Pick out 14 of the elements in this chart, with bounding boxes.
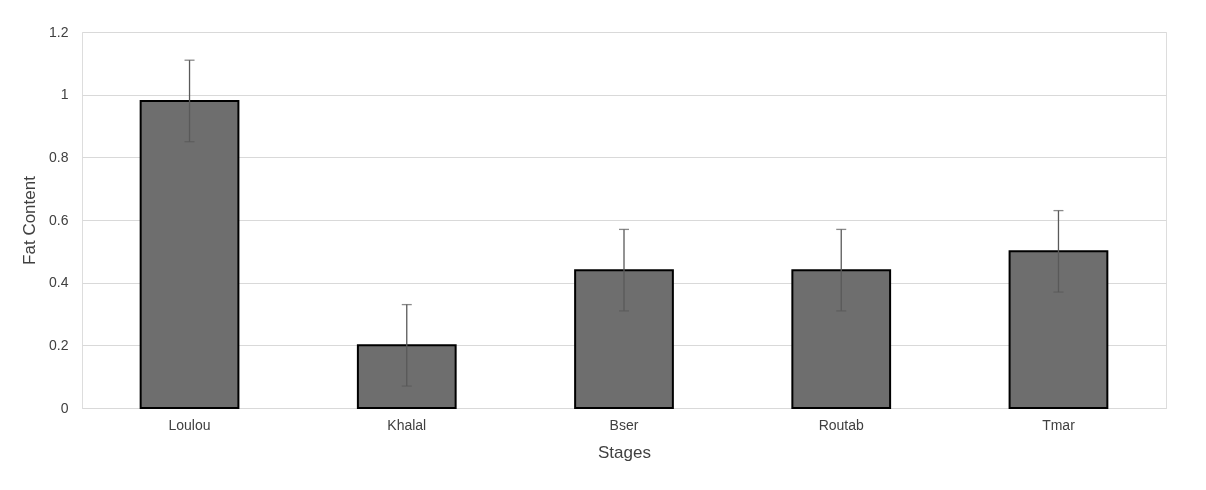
- x-axis-title: Stages: [598, 442, 651, 462]
- y-tick-label: 0.2: [49, 336, 69, 353]
- y-tick-label: 0.6: [49, 211, 69, 228]
- y-tick-label: 1.2: [49, 23, 69, 40]
- y-axis-title: Fat Content: [20, 175, 40, 265]
- y-tick-label: 1: [60, 86, 69, 103]
- x-tick-label: Loulou: [168, 416, 211, 433]
- x-tick-label: Bser: [609, 416, 639, 433]
- y-tick-label: 0.8: [49, 148, 69, 165]
- y-tick-label: 0: [60, 399, 69, 416]
- x-tick-label: Tmar: [1042, 416, 1076, 433]
- y-tick-label: 0.4: [49, 274, 69, 291]
- x-tick-label: Khalal: [387, 416, 427, 433]
- x-tick-label: Routab: [818, 416, 865, 433]
